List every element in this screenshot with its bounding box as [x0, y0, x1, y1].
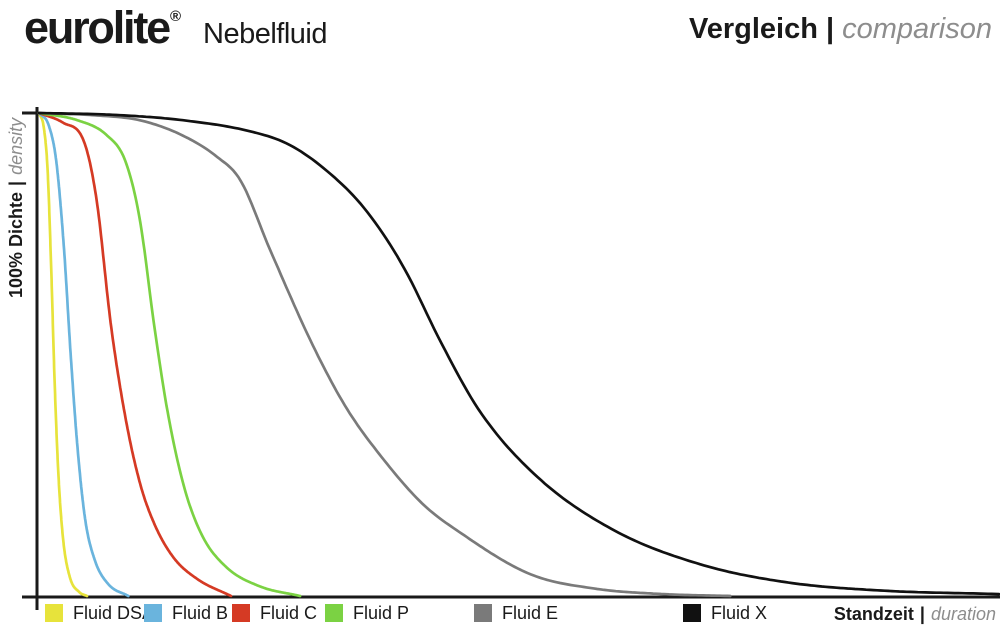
title-german: Vergleich: [689, 13, 818, 45]
title-english: comparison: [842, 13, 992, 45]
y-axis-label-separator: |: [6, 180, 26, 186]
legend-label-fluid-c: Fluid C: [260, 603, 318, 623]
legend-item-fluid-c: Fluid C: [232, 603, 317, 623]
x-axis-label-english: duration: [930, 604, 996, 624]
legend-label-fluid-b: Fluid B: [172, 603, 229, 623]
y-axis-label-english: density: [6, 117, 26, 175]
curve-fluid-b: [37, 111, 130, 598]
brand-logo: eurolite®: [24, 5, 181, 50]
brand-block: eurolite® Nebelfluid: [24, 5, 327, 51]
curve-fluid-c: [37, 111, 233, 598]
legend-item-fluid-e: Fluid E: [474, 603, 558, 623]
x-axis-label-separator: |: [919, 604, 925, 624]
legend-swatch-fluid-x: [683, 604, 701, 622]
curve-fluid-dsa: [37, 111, 89, 598]
legend-swatch-fluid-b: [144, 604, 162, 622]
curve-fluid-x: [37, 111, 1000, 596]
legend-item-fluid-b: Fluid B: [144, 603, 228, 623]
curve-fluid-p: [37, 111, 302, 598]
legend-swatch-fluid-p: [325, 604, 343, 622]
legend-label-fluid-dsa: Fluid DSA: [73, 603, 155, 623]
y-axis-label: 100% Dichte | density: [6, 118, 27, 298]
legend-swatch-fluid-e: [474, 604, 492, 622]
chart-legend: Fluid DSA Fluid B Fluid C Fluid P Fluid …: [0, 603, 1000, 629]
y-axis-label-german: 100% Dichte: [6, 191, 26, 298]
x-axis-label: Standzeit | duration: [834, 604, 996, 625]
legend-label-fluid-x: Fluid X: [711, 603, 768, 623]
product-name: Nebelfluid: [203, 18, 327, 50]
legend-item-fluid-p: Fluid P: [325, 603, 409, 623]
legend-swatch-fluid-dsa: [45, 604, 63, 622]
legend-label-fluid-p: Fluid P: [353, 603, 410, 623]
legend-item-fluid-dsa: Fluid DSA: [45, 603, 154, 623]
curve-fluid-e: [37, 111, 732, 598]
x-axis-label-german: Standzeit: [833, 604, 914, 624]
legend-swatch-fluid-c: [232, 604, 250, 622]
page-title: Vergleich | comparison: [689, 13, 992, 46]
brand-wordmark: eurolite: [24, 2, 171, 53]
title-separator: |: [825, 13, 835, 45]
curve-group: [37, 111, 1000, 598]
legend-label-fluid-e: Fluid E: [502, 603, 559, 623]
registered-trademark-icon: ®: [169, 8, 181, 25]
legend-item-fluid-x: Fluid X: [683, 603, 767, 623]
